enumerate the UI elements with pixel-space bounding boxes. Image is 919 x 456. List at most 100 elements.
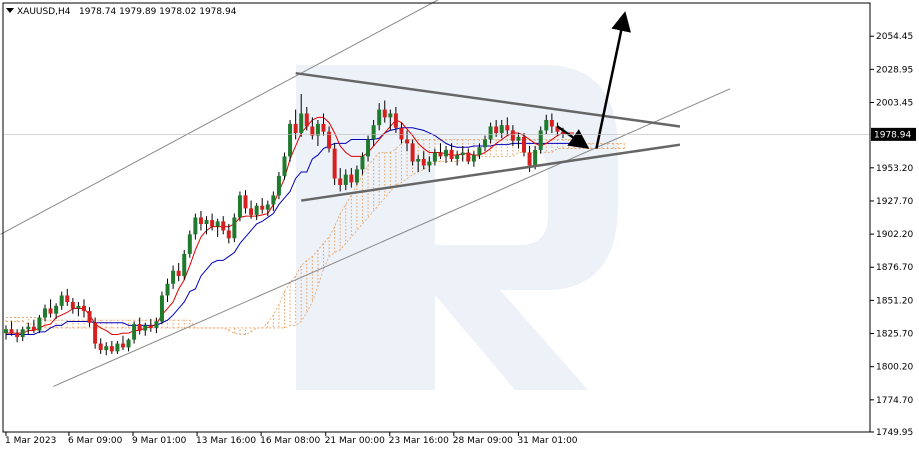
x-tick-label: 21 Mar 00:00: [325, 436, 385, 446]
candle: [432, 148, 437, 166]
current-price-label: 1978.94: [874, 130, 911, 140]
candle: [143, 322, 148, 336]
candle-body-bear: [198, 217, 203, 224]
candle: [449, 143, 454, 162]
triangle-lower-line: [301, 143, 681, 202]
chart-header: XAUUSD,H4 1978.74 1979.89 1978.02 1978.9…: [6, 7, 237, 17]
candle: [444, 145, 449, 163]
candle-body-bull: [143, 325, 148, 331]
candle-body-bull: [20, 329, 25, 338]
candle: [159, 291, 164, 325]
candle-body-bull: [315, 123, 320, 136]
candle-body-bull: [104, 346, 109, 351]
candle-body-bull: [54, 305, 59, 314]
candle-body-bear: [494, 126, 499, 133]
symbol-timeframe: XAUUSD,H4: [17, 7, 71, 17]
candle-body-bull: [37, 317, 42, 331]
candle-body-bull: [42, 308, 47, 318]
candle-body-bear: [93, 322, 98, 344]
candle-body-bear: [65, 295, 70, 302]
candle: [544, 114, 549, 135]
candle-body-bull: [360, 156, 365, 170]
candle: [538, 126, 543, 154]
candle: [215, 218, 220, 237]
x-tick-label: 13 Mar 16:00: [196, 436, 256, 446]
candle: [120, 335, 125, 351]
candle: [154, 317, 159, 334]
candle-body-bull: [388, 113, 393, 118]
candle-body-bear: [382, 109, 387, 118]
candle-body-bear: [449, 149, 454, 159]
candle-body-bear: [120, 343, 125, 348]
candle-body-bull: [26, 326, 31, 330]
candle: [26, 322, 31, 335]
candle: [555, 122, 560, 136]
senkou-span-a: [6, 139, 625, 335]
candle-body-bear: [81, 305, 86, 312]
y-tick-label: 2028.95: [876, 65, 913, 75]
chart-drawings: [0, 0, 870, 387]
x-tick-label: 16 Mar 08:00: [260, 436, 320, 446]
y-tick-label: 1851.20: [876, 296, 913, 306]
candle: [37, 314, 42, 334]
candle-body-bull: [371, 125, 376, 140]
candle: [76, 301, 81, 317]
candle-body-bull: [471, 155, 476, 162]
candle: [210, 213, 215, 231]
candle: [455, 151, 460, 166]
candle-body-bull: [366, 139, 371, 157]
candle-body-bear: [310, 126, 315, 136]
candle: [288, 119, 293, 162]
candle: [9, 321, 14, 336]
candle: [81, 299, 86, 318]
collapse-triangle-icon[interactable]: [6, 8, 14, 13]
current-price-tag-bg: [871, 127, 916, 141]
candle: [232, 213, 237, 243]
candle-body-bear: [466, 152, 471, 162]
candle: [471, 151, 476, 167]
candle-body-bull: [455, 155, 460, 159]
candle-body-bear: [109, 346, 114, 352]
candle-body-bull: [477, 147, 482, 156]
candle: [31, 320, 36, 334]
candle-body-bear: [87, 311, 92, 323]
candle-body-bull: [533, 149, 538, 166]
candlestick-series: [4, 93, 565, 356]
candle: [332, 143, 337, 185]
candle-body-bull: [115, 343, 120, 352]
candle: [271, 191, 276, 211]
candle-body-bear: [293, 123, 298, 133]
y-tick-label: 1749.95: [876, 428, 913, 438]
candle-body-bull: [232, 217, 237, 239]
candle: [488, 122, 493, 144]
candle-body-bull: [132, 324, 137, 340]
candle: [416, 155, 421, 172]
candle: [371, 119, 376, 146]
candle-body-bear: [555, 126, 560, 132]
arrow-down-into-triangle: [556, 125, 590, 149]
candle-body-bull: [377, 109, 382, 126]
candle-body-bull: [499, 125, 504, 133]
channel-lower-line: [53, 88, 731, 387]
candle: [254, 203, 259, 221]
candle-body-bull: [538, 130, 543, 150]
candle-body-bull: [204, 220, 209, 224]
candle: [354, 165, 359, 185]
candle-body-bull: [432, 152, 437, 162]
triangle-upper-line: [295, 71, 681, 128]
candle-body-bear: [304, 113, 309, 127]
candle-body-bear: [226, 230, 231, 239]
candle-body-bull: [544, 119, 549, 131]
price-axis: 2054.45 2028.95 2003.45 1953.20 1927.70 1902.…: [870, 32, 913, 438]
candle: [499, 119, 504, 139]
arrow-breakout-up: [595, 11, 631, 149]
candle: [299, 93, 304, 137]
candle: [377, 103, 382, 131]
candle-body-bear: [561, 131, 565, 135]
candle-body-bull: [460, 152, 465, 156]
candle-body-bull: [416, 158, 421, 162]
candle-body-bear: [338, 178, 343, 185]
candle-body-bear: [148, 325, 153, 328]
candle: [421, 151, 426, 170]
